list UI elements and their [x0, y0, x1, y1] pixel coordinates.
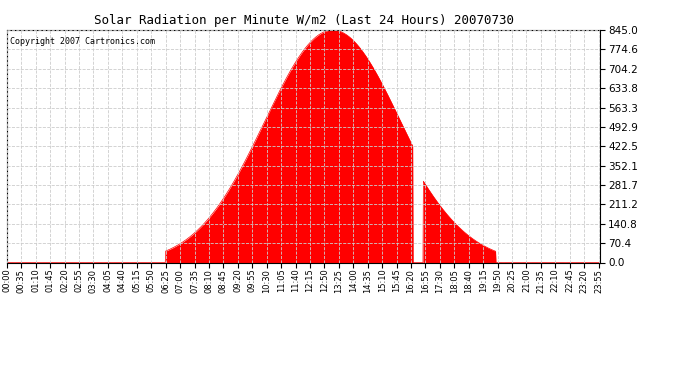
Text: Copyright 2007 Cartronics.com: Copyright 2007 Cartronics.com — [10, 37, 155, 46]
Title: Solar Radiation per Minute W/m2 (Last 24 Hours) 20070730: Solar Radiation per Minute W/m2 (Last 24… — [94, 15, 513, 27]
